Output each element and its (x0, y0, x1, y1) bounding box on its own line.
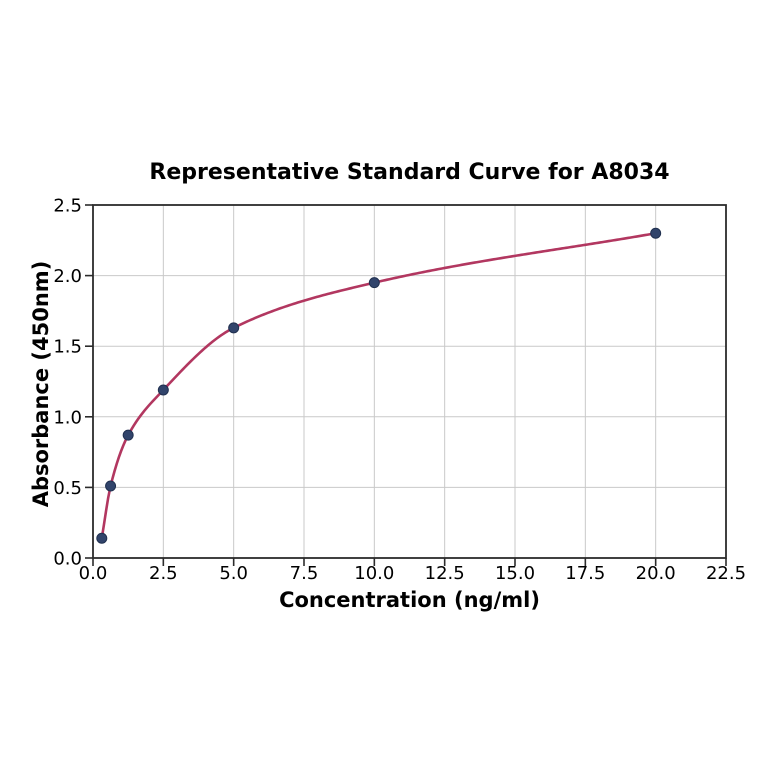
x-tick-label: 7.5 (290, 563, 319, 584)
x-tick-label: 22.5 (706, 563, 746, 584)
x-tick-label: 20.0 (636, 563, 676, 584)
plot-border (92, 204, 727, 559)
data-point (650, 227, 662, 239)
data-point (157, 384, 169, 396)
y-tick-label: 2.0 (53, 266, 82, 287)
x-tick-label: 5.0 (219, 563, 248, 584)
chart-title: Representative Standard Curve for A8034 (149, 160, 670, 185)
data-point (96, 532, 108, 544)
x-tick-label: 17.5 (565, 563, 605, 584)
x-tick-label: 12.5 (425, 563, 465, 584)
data-point (228, 322, 240, 334)
x-tick-label: 2.5 (149, 563, 178, 584)
data-point (122, 429, 134, 441)
data-point (368, 277, 380, 289)
data-point (105, 480, 117, 492)
y-tick-label: 1.5 (53, 337, 82, 358)
x-tick-label: 0.0 (79, 563, 108, 584)
standard-curve-line (100, 231, 657, 540)
x-axis-label: Concentration (ng/ml) (279, 588, 540, 612)
y-tick-label: 0.0 (53, 549, 82, 570)
x-tick-label: 10.0 (354, 563, 394, 584)
y-axis-label: Absorbance (450nm) (29, 260, 53, 508)
y-tick-label: 2.5 (53, 196, 82, 217)
y-tick-label: 0.5 (53, 478, 82, 499)
x-tick-label: 15.0 (495, 563, 535, 584)
y-tick-label: 1.0 (53, 407, 82, 428)
